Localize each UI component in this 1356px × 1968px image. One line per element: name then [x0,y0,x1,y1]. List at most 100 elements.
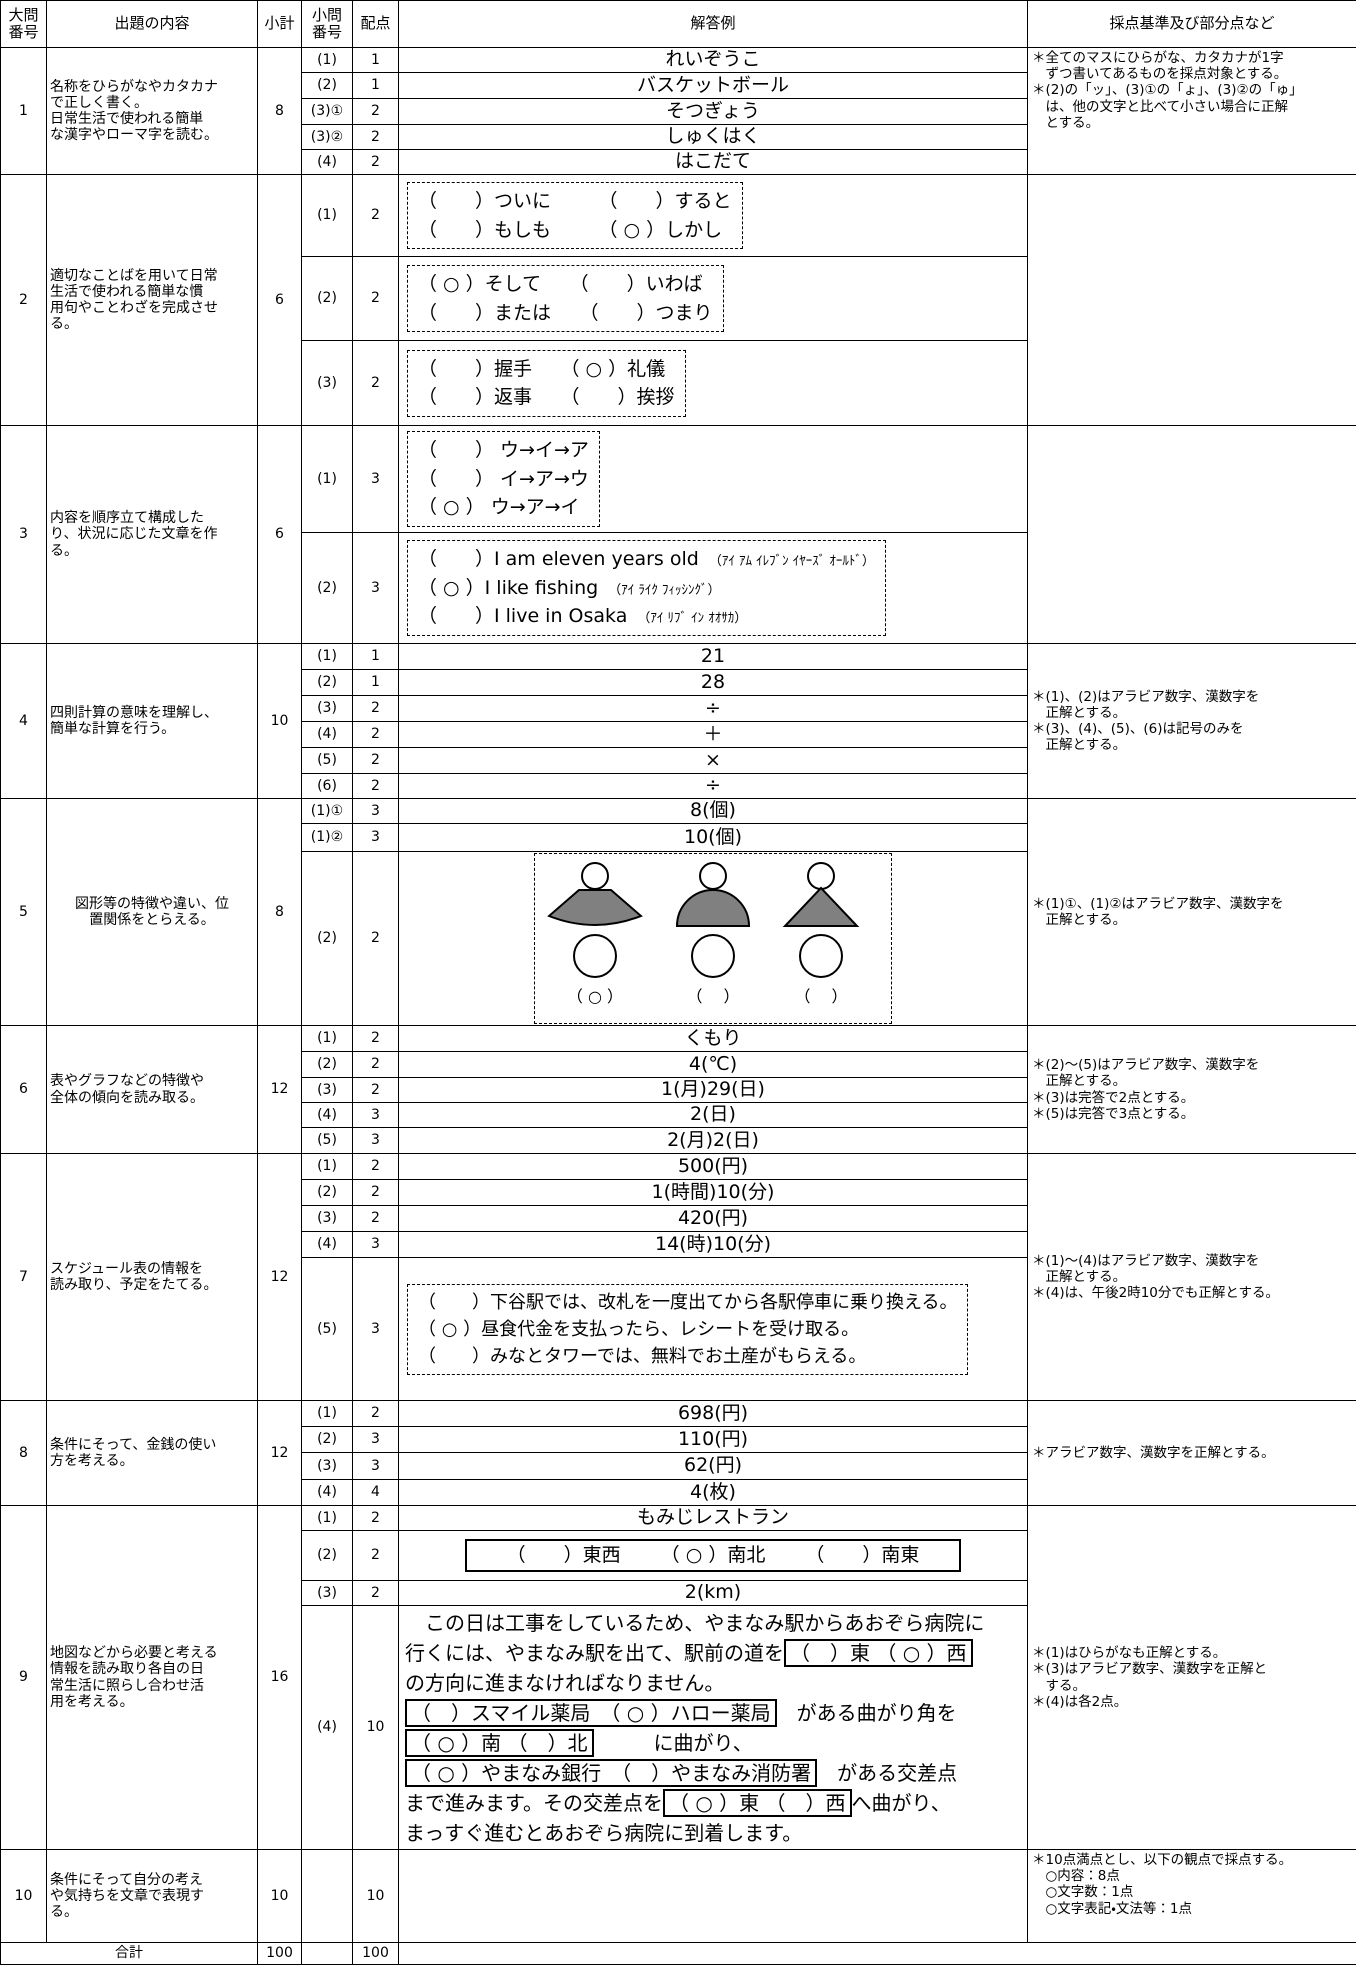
option: （ ）東西 [506,1543,621,1566]
points: 2 [352,124,399,150]
passage-text: がある曲がり角を [776,1700,957,1725]
passage-line: （ ）スマイル薬局 （ ○ ）ハロー薬局 がある曲がり角を [405,1698,1027,1728]
answer: 698(円) [398,1400,1028,1427]
criteria-line: ＊(5)は完答で3点とする。 [1032,1105,1195,1122]
figure-shape [782,886,860,928]
answer: 2(日) [398,1102,1028,1128]
answer: ÷ [398,773,1028,799]
row: (4) 3 2(日) [1,1102,1356,1128]
row: 7 スケジュール表の情報を 読み取り、予定をたてる。 12 (1) 2 500(円) ＊(1… [0,1153,1356,1401]
subtotal: 12 [257,1153,302,1401]
minor-no: (2) [301,851,353,1026]
passage-line: の方向に進まなければなりません。 [405,1668,1027,1698]
choice: （ ○ ）そして （ ）いわば [418,273,703,295]
passage-text: 行くには、やまなみ駅を出て、駅前の道を [405,1640,784,1665]
criteria [1027,174,1356,426]
answer: （ ）握手 （ ○ ）礼儀 （ ）返事 （ ）挨拶 [398,340,1028,426]
content: 表やグラフなどの特徴や 全体の傾向を読み取る。 [46,1025,258,1154]
minor-no: (2) [301,532,353,644]
major-no: 9 [0,1505,47,1850]
answer: （ ） ウ→イ→ア （ ） イ→ア→ウ （ ○ ） ウ→ア→イ [398,425,1028,533]
criteria-line: ＊(2)の「ッ」、(3)①の「ょ」、(3)②の「ゅ」 [1032,82,1303,99]
header-cell: 配点 [352,0,399,48]
minor-no: (4) [301,721,353,748]
passage-box: （ ）東 （ ○ ）西 [784,1638,973,1667]
passage-box: （ ○ ）東 （ ）西 [663,1788,852,1817]
header-cell: 大問 番号 [0,0,47,48]
row: (5) 3 （ ）下谷駅では、改札を一度出てから各駅停車に乗り換える。 （ ○ ）昼食… [1,1257,1356,1401]
points: 2 [352,1179,399,1206]
passage-text: へ曲がり、 [851,1790,951,1815]
row: (5) 3 2(月)2(日) [1,1127,1356,1154]
answer: 28 [398,669,1028,696]
choice: （ ）返事 （ ）挨拶 [418,386,675,408]
figure-box: （ ○ ） （ ） （ ） [534,853,892,1024]
choice: （ ）I am eleven years old （ｱｲ ｱﾑ ｲﾚﾌﾞﾝ ｲﾔｰ… [418,545,875,574]
minor-no: (1)① [301,798,353,824]
choice-box: （ ）I am eleven years old （ｱｲ ｱﾑ ｲﾚﾌﾞﾝ ｲﾔｰ… [407,540,886,636]
points: 2 [352,851,399,1026]
answer: 62(円) [398,1452,1028,1480]
criteria-line: ＊(4)は、午後2時10分でも正解とする。 [1032,1285,1279,1302]
choice-box: （ ）下谷駅では、改札を一度出てから各駅停車に乗り換える。 （ ○ ）昼食代金を支… [407,1283,969,1375]
major-no: 5 [0,798,47,1026]
row: (4) 3 14(時)10(分) [1,1231,1356,1258]
subtotal: 10 [257,1849,302,1943]
minor-no: (1) [301,1400,353,1427]
minor-no: (3)② [301,124,353,150]
points: 2 [352,1051,399,1078]
figure-circle [573,934,617,979]
figure-label: （ ○ ） [567,987,623,1006]
subtotal: 6 [257,425,302,644]
minor-no: (6) [301,773,353,799]
total-empty [398,1942,1356,1965]
row: (2) 1 バスケットボール [1,72,1356,99]
row: (3) 2 1(月)29(日) [1,1077,1356,1103]
content: 地図などから必要と考える 情報を読み取り各自の日 常生活に照らし合わせ活 用を考… [46,1505,258,1850]
criteria-line: ＊(2)～(5)はアラビア数字、漢数字を [1032,1057,1260,1074]
answer [398,1849,1028,1943]
answer: 10(個) [398,823,1028,852]
points: 2 [352,1153,399,1180]
subtotal: 12 [257,1400,302,1506]
choice-text: （ ）I am eleven years old [418,548,699,571]
points: 3 [352,1257,399,1401]
points: 2 [352,1400,399,1427]
minor-no: (1) [301,47,353,73]
subtotal: 8 [257,798,302,1026]
row: (3) 2 420(円) [1,1205,1356,1232]
option: （ ○ ）南北 [660,1543,766,1566]
minor-no: (2) [301,1051,353,1078]
content: 名称をひらがなやカタカナ で正しく書く。 日常生活で使われる簡単 な漢字やローマ… [46,47,258,175]
points: 10 [352,1849,399,1943]
row: 9 地図などから必要と考える 情報を読み取り各自の日 常生活に照らし合わせ活 用を… [0,1505,1356,1850]
minor-no: (3) [301,1077,353,1103]
points: 3 [352,1426,399,1453]
minor-no [301,1849,353,1943]
answer: 4(枚) [398,1479,1028,1506]
minor-no: (4) [301,1231,353,1258]
answer: 21 [398,643,1028,670]
choice: （ ○ ） ウ→ア→イ [418,496,580,519]
content: 四則計算の意味を理解し、 簡単な計算を行う。 [46,643,258,799]
row: (3) 2 （ ）握手 （ ○ ）礼儀 （ ）返事 （ ）挨拶 [1,340,1356,426]
row: 5 図形等の特徴や違い、位 置関係をとらえる。 8 (1)① 3 8(個) ＊(1)①、(1… [0,798,1356,1026]
answer: 1(時間)10(分) [398,1179,1028,1206]
content: 条件にそって、金銭の使い 方を考える。 [46,1400,258,1506]
option-box: （ ）東西 （ ○ ）南北 （ ）南東 [464,1538,962,1573]
answer: 500(円) [398,1153,1028,1180]
minor-no: (3)① [301,98,353,125]
header-cell: 小計 [257,0,302,48]
answer: 2(月)2(日) [398,1127,1028,1154]
criteria: ＊10点満点とし、以下の観点で採点する。 ○内容：8点 ○文字数：1点 ○文字表… [1027,1849,1356,1943]
choice-box: （ ） ウ→イ→ア （ ） イ→ア→ウ （ ○ ） ウ→ア→イ [407,431,600,527]
figure-circle [799,934,843,979]
choice-box: （ ）握手 （ ○ ）礼儀 （ ）返事 （ ）挨拶 [407,349,686,417]
passage-box: （ ○ ）やまなみ銀行 （ ）やまなみ消防署 [405,1758,818,1787]
criteria-line: ＊(1)①、(1)②はアラビア数字、漢数字を [1032,895,1284,912]
points: 10 [352,1605,399,1850]
points: 3 [352,1452,399,1480]
criteria-line: とする。 [1032,114,1100,131]
points: 2 [352,1205,399,1232]
